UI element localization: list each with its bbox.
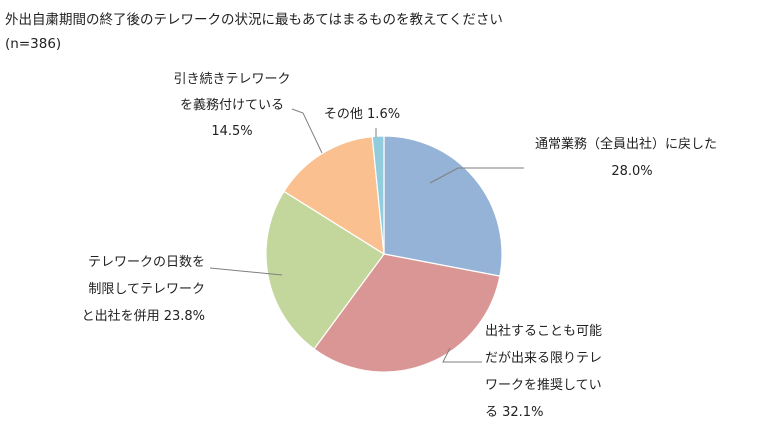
slice-label-3-line-0: 引き続きテレワーク bbox=[173, 72, 290, 87]
chart-title: 外出自粛期間の終了後のテレワークの状況に最もあてはまるものを教えてください bbox=[5, 12, 503, 28]
slice-label-0: 通常業務（全員出社）に戻した 28.0% bbox=[535, 136, 717, 179]
slice-label-1-line-2: ワークを推奨してい bbox=[485, 378, 602, 393]
leader-line-1 bbox=[442, 347, 482, 363]
slice-label-3-line-1: を義務付けている bbox=[180, 97, 284, 113]
slice-label-3-line-2: 14.5% bbox=[211, 124, 252, 139]
leader-line-0 bbox=[429, 167, 524, 184]
slice-label-0-line-1: 28.0% bbox=[611, 164, 652, 179]
slice-label-1-line-0: 出社することも可能 bbox=[485, 323, 602, 339]
slice-label-0-line-0: 通常業務（全員出社）に戻した bbox=[535, 136, 717, 152]
pie-slice-2 bbox=[265, 190, 385, 350]
slice-label-2-line-2: と出社を併用 23.8% bbox=[82, 308, 205, 324]
slice-label-1-line-3: る 32.1% bbox=[485, 405, 543, 420]
pie-slice-3 bbox=[283, 135, 385, 256]
leader-line-2 bbox=[209, 267, 283, 276]
slice-label-1-line-1: だが出来る限りテレ bbox=[485, 351, 602, 366]
slice-label-2-line-0: テレワークの日数を bbox=[88, 255, 205, 270]
slice-label-4: その他 1.6% bbox=[324, 107, 400, 122]
slice-label-2-line-1: 制限してテレワーク bbox=[88, 282, 205, 297]
slice-label-4-line-0: その他 1.6% bbox=[324, 107, 400, 122]
pie-slice-0 bbox=[383, 135, 503, 277]
pie-slice-4 bbox=[371, 135, 385, 255]
chart-subtitle: (n=386) bbox=[5, 36, 62, 52]
pie-slice-1 bbox=[313, 253, 501, 373]
leader-line-3 bbox=[291, 108, 323, 154]
